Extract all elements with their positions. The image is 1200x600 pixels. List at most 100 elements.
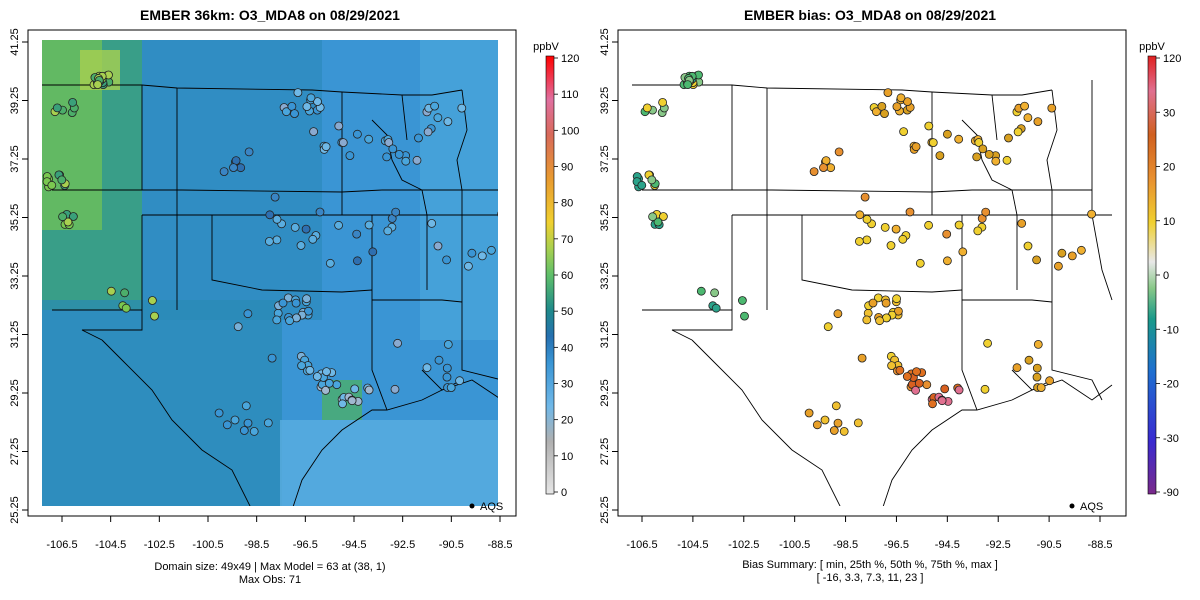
obs-marker <box>303 306 313 316</box>
colorbar-tick-label: 40 <box>561 342 573 354</box>
colorbar-tick-label: 20 <box>1163 162 1175 174</box>
state-border-line <box>101 339 251 506</box>
obs-marker <box>883 88 893 97</box>
left-x-axis: -106.5 -104.5 -102.5 -100.5 -98.5 -96.5 -94.5 -… <box>46 516 513 551</box>
state-border-line <box>456 89 468 215</box>
left-field-gulf <box>280 420 498 506</box>
colorbar-tick-label: 10 <box>1163 216 1175 228</box>
obs-marker <box>264 236 274 246</box>
obs-marker <box>290 222 300 232</box>
obs-marker <box>922 380 932 390</box>
y-tick-label: 25.25 <box>9 496 21 524</box>
obs-marker <box>940 384 950 394</box>
obs-marker <box>862 235 872 245</box>
obs-marker <box>477 251 487 261</box>
obs-marker <box>898 234 908 244</box>
obs-marker <box>924 121 934 131</box>
obs-marker <box>322 367 331 377</box>
y-tick-label: 37.25 <box>9 145 21 173</box>
right-bias-markers <box>632 70 1096 436</box>
obs-marker <box>868 298 878 308</box>
obs-marker <box>1036 383 1046 393</box>
obs-marker <box>1032 363 1042 373</box>
x-tick-label: -104.5 <box>95 539 126 551</box>
obs-marker <box>93 80 103 89</box>
obs-marker <box>886 241 896 250</box>
left-colorbar-ticks: 0 10 20 30 40 50 60 70 80 90 100 110 120 <box>554 53 579 499</box>
obs-marker <box>862 315 872 325</box>
obs-marker <box>63 217 73 227</box>
obs-marker <box>433 113 443 123</box>
x-tick-label: -92.5 <box>390 539 415 551</box>
obs-marker <box>833 418 843 428</box>
obs-marker <box>1024 355 1034 365</box>
colorbar-tick-label: 70 <box>561 234 573 246</box>
obs-marker <box>364 134 374 144</box>
obs-marker <box>1023 113 1033 123</box>
obs-marker <box>659 212 668 221</box>
state-border-line <box>461 215 498 380</box>
obs-marker <box>943 129 952 139</box>
right-plot-frame <box>617 29 1127 517</box>
obs-marker <box>891 224 901 234</box>
state-border-line <box>962 299 1053 303</box>
x-tick-label: -90.5 <box>1037 539 1062 551</box>
obs-marker <box>455 376 465 386</box>
obs-marker <box>991 156 1001 166</box>
x-tick-label: -94.5 <box>935 539 960 551</box>
obs-marker <box>230 415 240 425</box>
obs-marker <box>914 378 924 388</box>
obs-marker <box>1012 363 1022 373</box>
obs-marker <box>281 107 291 117</box>
obs-marker <box>653 217 663 227</box>
colorbar-tick-label: -30 <box>1163 433 1179 445</box>
left-field-plains <box>142 40 322 320</box>
obs-marker <box>1045 376 1054 386</box>
obs-marker <box>1023 241 1033 251</box>
state-border-line <box>401 94 408 141</box>
obs-marker <box>974 138 984 147</box>
obs-marker <box>648 212 657 222</box>
state-border-line <box>211 215 373 293</box>
x-tick-label: -90.5 <box>439 539 464 551</box>
left-caption-line1: Domain size: 49x49 | Max Model = 63 at (… <box>154 561 385 573</box>
left-state-borders <box>42 84 498 506</box>
obs-marker <box>309 127 319 137</box>
obs-marker <box>875 316 884 326</box>
obs-marker <box>57 175 67 185</box>
y-tick-label: 31.25 <box>599 321 611 349</box>
right-colorbar-unit: ppbV <box>1139 41 1165 53</box>
obs-marker <box>265 210 275 220</box>
obs-marker <box>306 93 316 103</box>
obs-marker <box>497 211 498 217</box>
obs-marker <box>911 385 920 395</box>
obs-marker <box>430 101 440 111</box>
obs-marker <box>334 121 344 131</box>
obs-marker <box>880 109 889 118</box>
obs-marker <box>147 296 157 305</box>
y-tick-label: 37.25 <box>599 145 611 173</box>
right-colorbar <box>1147 55 1157 495</box>
left-legend-dot <box>469 503 475 509</box>
obs-marker <box>740 311 749 321</box>
right-legend-label: AQS <box>1080 501 1103 513</box>
obs-marker <box>1054 261 1063 271</box>
left-caption-line2: Max Obs: 71 <box>239 574 301 586</box>
obs-marker <box>887 361 896 371</box>
obs-marker <box>857 353 867 363</box>
state-border-line <box>1051 215 1103 401</box>
obs-marker <box>1077 245 1086 255</box>
obs-marker <box>1032 372 1042 382</box>
obs-marker <box>984 149 994 159</box>
state-border-line <box>931 89 1053 96</box>
state-border-line <box>691 339 841 506</box>
obs-marker <box>895 365 905 375</box>
obs-marker <box>1087 209 1096 219</box>
x-tick-label: -88.5 <box>1087 539 1112 551</box>
obs-marker <box>442 255 452 265</box>
obs-marker <box>285 316 295 326</box>
obs-marker <box>302 102 312 111</box>
obs-marker <box>332 380 342 390</box>
obs-marker <box>390 384 400 394</box>
